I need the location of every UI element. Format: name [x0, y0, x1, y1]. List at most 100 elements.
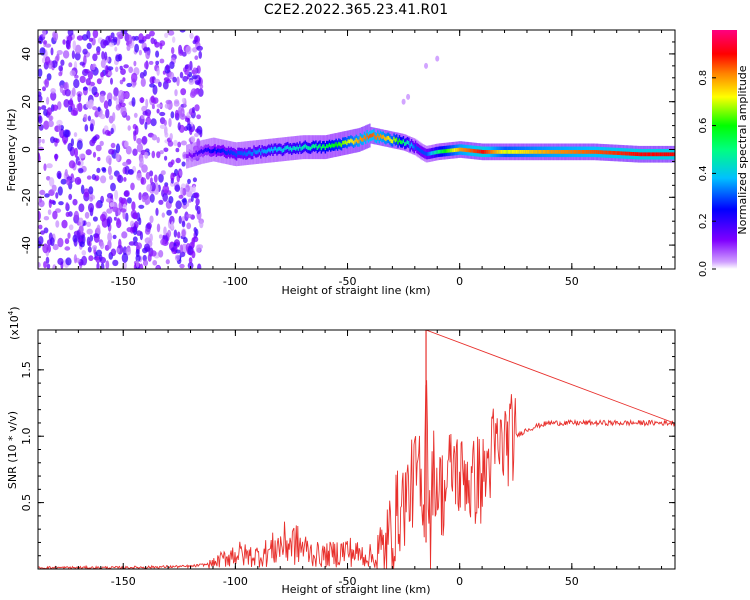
noise-blob	[167, 30, 175, 36]
ridge-core	[312, 144, 314, 148]
noise-blob	[48, 115, 54, 121]
noise-blob	[126, 227, 133, 233]
noise-blob	[92, 135, 98, 142]
ridge-core	[350, 138, 352, 143]
noise-blob	[150, 250, 157, 257]
ridge-core	[317, 144, 320, 149]
noise-blob	[140, 177, 147, 185]
colorbar-ticks: 0.0 0.2 0.4 0.6 0.8	[698, 70, 716, 277]
noise-blob	[187, 178, 191, 184]
noise-blob	[58, 65, 63, 72]
noise-blob	[57, 237, 64, 248]
noise-blob	[177, 141, 182, 148]
ridge-core	[566, 150, 569, 154]
noise-blob	[60, 178, 67, 185]
noise-blob	[146, 184, 153, 192]
noise-blob	[50, 47, 54, 56]
noise-blob	[175, 249, 181, 254]
ridge-core	[227, 149, 230, 154]
ridge-core	[426, 152, 429, 156]
noise-blob	[112, 36, 118, 43]
ridge-core	[612, 151, 615, 155]
noise-blob	[138, 204, 145, 209]
ridge-core	[280, 147, 282, 152]
noise-blob	[170, 159, 175, 165]
ridge-core	[647, 152, 650, 157]
noise-blob	[117, 174, 124, 184]
ridge-core	[256, 150, 258, 155]
noise-blob	[113, 216, 117, 221]
ridge-core	[635, 152, 637, 156]
noise-blob	[99, 241, 105, 250]
ridge-core	[535, 150, 538, 154]
ridge-core	[624, 151, 627, 156]
ridge-core	[336, 143, 339, 148]
noise-blob	[174, 184, 181, 192]
noise-blob	[177, 122, 181, 131]
y-tick-label: 0	[20, 146, 33, 153]
noise-blob	[92, 216, 98, 222]
ridge-core	[410, 142, 413, 147]
noise-blob	[77, 93, 82, 103]
noise-blob	[88, 84, 92, 92]
ridge-core	[522, 150, 524, 154]
noise-blob	[50, 237, 55, 247]
noise-blob	[156, 67, 160, 76]
ridge-core	[367, 135, 370, 140]
ridge-core	[269, 148, 271, 153]
ridge-core	[265, 150, 267, 154]
ridge-core	[383, 136, 386, 141]
noise-blob	[144, 243, 150, 252]
ridge-core	[390, 139, 393, 143]
ridge-core	[549, 150, 551, 154]
ridge-core	[474, 149, 476, 153]
ridge-core	[494, 150, 496, 154]
noise-blob	[90, 64, 96, 71]
noise-blob	[83, 188, 90, 198]
y-tick-label: 40	[20, 47, 33, 61]
noise-blob	[166, 209, 172, 216]
ridge-core	[622, 151, 624, 156]
ridge-core	[456, 147, 458, 152]
ridge-core	[295, 146, 297, 151]
noise-blob	[83, 113, 88, 122]
ridge-core	[198, 150, 200, 155]
snr-y-multiplier-exponent: 4	[7, 310, 15, 315]
ridge-core	[476, 149, 479, 154]
noise-blob	[38, 94, 43, 102]
noise-blob	[154, 41, 160, 48]
ridge-core	[266, 148, 269, 153]
ridge-core	[560, 150, 562, 154]
noise-blob	[54, 153, 58, 162]
noise-blob	[180, 140, 187, 146]
noise-blob	[85, 149, 92, 156]
noise-blob	[53, 31, 59, 42]
noise-blob	[156, 108, 160, 114]
ridge-core	[347, 139, 349, 144]
ridge-core	[550, 150, 553, 154]
ridge-core	[370, 133, 372, 138]
noise-blob	[56, 119, 63, 126]
noise-blob	[128, 66, 134, 74]
ridge-core	[605, 150, 608, 155]
ridge-core	[642, 152, 644, 157]
noise-blob	[47, 209, 52, 216]
ridge-core	[653, 152, 655, 157]
ridge-core	[640, 152, 643, 157]
ridge-core	[289, 146, 292, 151]
ridge-core	[461, 147, 464, 152]
ridge-core	[490, 150, 492, 154]
ridge-core	[610, 150, 612, 155]
noise-blob	[182, 197, 187, 206]
noise-blob	[102, 167, 107, 173]
ridge-core	[398, 138, 401, 143]
ridge-core	[480, 149, 483, 154]
ridge-core	[601, 150, 604, 155]
noise-blob	[105, 65, 109, 75]
noise-blob	[179, 244, 183, 253]
noise-blob	[39, 189, 46, 196]
ridge-core	[196, 152, 199, 156]
noise-blob	[69, 70, 77, 77]
noise-blob	[164, 155, 168, 161]
ridge-core	[502, 150, 504, 154]
